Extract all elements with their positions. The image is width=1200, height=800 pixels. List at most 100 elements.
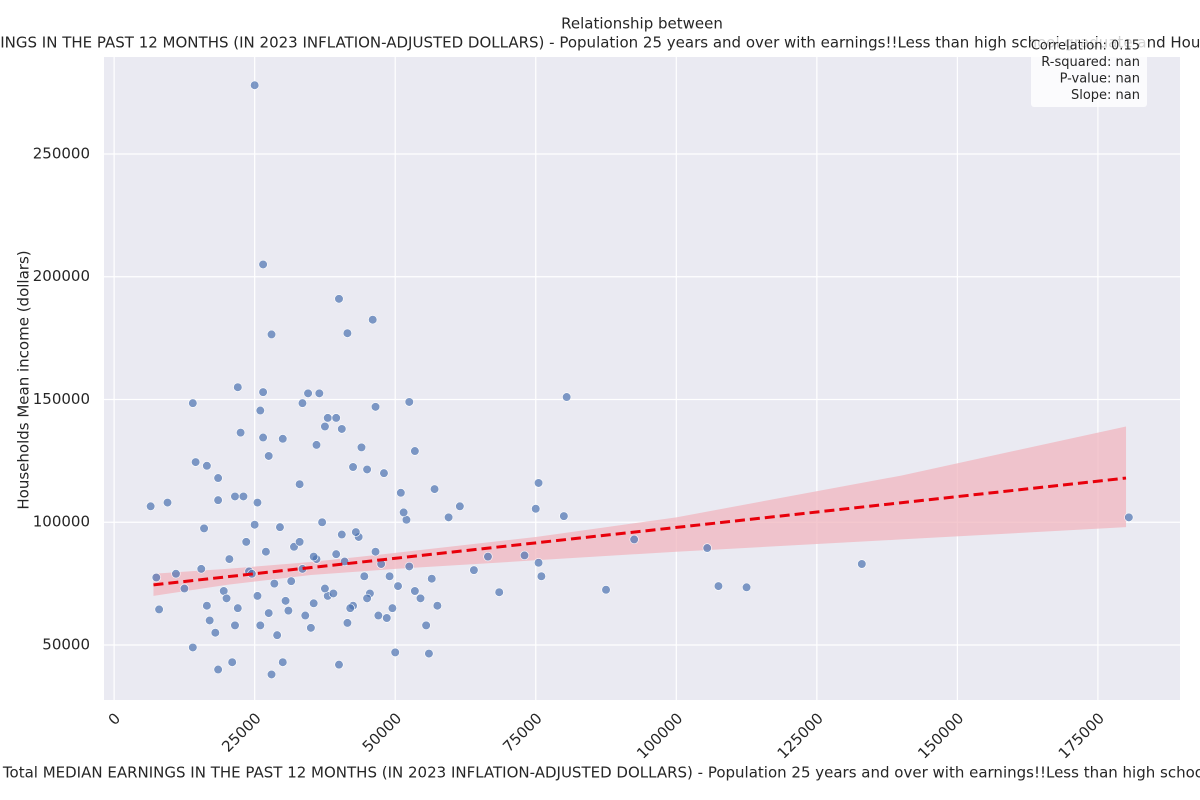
point <box>328 588 338 599</box>
point <box>269 579 279 589</box>
stat-text: Correlation: 0.15 <box>1031 39 1140 54</box>
point <box>857 559 867 569</box>
point <box>261 547 271 557</box>
x-tick-label: 175000 <box>1055 709 1108 762</box>
point <box>323 413 333 423</box>
point <box>320 583 330 594</box>
point <box>210 628 220 638</box>
point <box>713 581 724 591</box>
point <box>404 397 414 407</box>
point <box>362 464 372 475</box>
point <box>559 511 569 521</box>
point <box>317 517 327 527</box>
point <box>300 610 310 621</box>
point <box>359 571 369 581</box>
point <box>146 501 156 511</box>
point <box>531 504 541 514</box>
point <box>272 630 282 640</box>
point <box>280 596 291 606</box>
point <box>404 561 414 572</box>
x-tick-label: 50000 <box>359 709 405 755</box>
point <box>202 461 212 471</box>
x-axis-label: Total MEDIAN EARNINGS IN THE PAST 12 MON… <box>2 764 1200 782</box>
point <box>162 498 173 508</box>
point <box>362 593 372 603</box>
y-tick-label: 50000 <box>42 636 90 654</box>
point <box>410 446 420 456</box>
point <box>266 329 277 340</box>
chart-subtitle: Total MEDIAN EARNINGS IN THE PAST 12 MON… <box>0 34 1200 52</box>
point <box>230 620 240 630</box>
point <box>224 554 234 564</box>
y-axis-label: Households Mean income (dollars) <box>15 250 33 509</box>
point <box>334 660 344 670</box>
point <box>252 498 263 508</box>
point <box>258 432 268 443</box>
point <box>188 398 198 408</box>
point <box>250 80 260 90</box>
x-tick-label: 150000 <box>914 709 967 762</box>
stats-box <box>1031 37 1147 107</box>
point <box>469 565 479 575</box>
stat-text: R-squared: nan <box>1041 55 1140 70</box>
point <box>306 623 316 633</box>
point <box>236 428 246 438</box>
chart-title: Relationship between <box>561 15 723 33</box>
point <box>429 484 440 494</box>
point <box>601 585 611 595</box>
point <box>213 473 223 483</box>
point <box>387 603 397 613</box>
point <box>444 512 454 522</box>
point <box>238 491 249 502</box>
point <box>297 398 308 408</box>
point <box>202 601 212 611</box>
point <box>393 581 403 591</box>
point <box>424 648 434 659</box>
point <box>303 388 313 398</box>
point <box>351 527 361 537</box>
point <box>331 413 341 423</box>
point <box>314 388 324 398</box>
point <box>337 424 347 434</box>
regression-line <box>153 476 1127 587</box>
point <box>427 574 437 584</box>
point <box>342 328 353 338</box>
point <box>275 522 285 532</box>
point <box>258 259 268 270</box>
point <box>233 382 243 392</box>
x-tick-label: 0 <box>105 709 124 728</box>
point <box>629 534 639 545</box>
point <box>295 537 305 547</box>
point <box>213 495 223 505</box>
confidence-band <box>153 426 1127 596</box>
stat-text: P-value: nan <box>1060 72 1140 87</box>
point <box>348 462 358 472</box>
point <box>533 478 544 488</box>
point <box>266 669 277 680</box>
point <box>1124 512 1134 522</box>
point <box>410 586 420 596</box>
y-tick-label: 200000 <box>33 267 90 285</box>
x-tick-label: 25000 <box>218 709 264 755</box>
point <box>295 479 305 489</box>
y-tick-label: 100000 <box>33 513 90 531</box>
point <box>370 402 381 412</box>
point <box>331 549 341 559</box>
point <box>213 664 223 675</box>
point <box>494 587 504 597</box>
point <box>309 598 319 608</box>
point <box>384 571 395 581</box>
point <box>255 405 265 416</box>
point <box>340 556 350 567</box>
point <box>432 601 442 611</box>
point <box>309 552 319 562</box>
point <box>233 603 243 613</box>
point <box>191 457 201 467</box>
point <box>283 606 293 616</box>
point <box>741 582 752 592</box>
stat-text: Slope: nan <box>1071 88 1140 103</box>
point <box>370 547 381 557</box>
point <box>379 468 389 478</box>
point <box>342 618 353 628</box>
point <box>415 593 426 603</box>
